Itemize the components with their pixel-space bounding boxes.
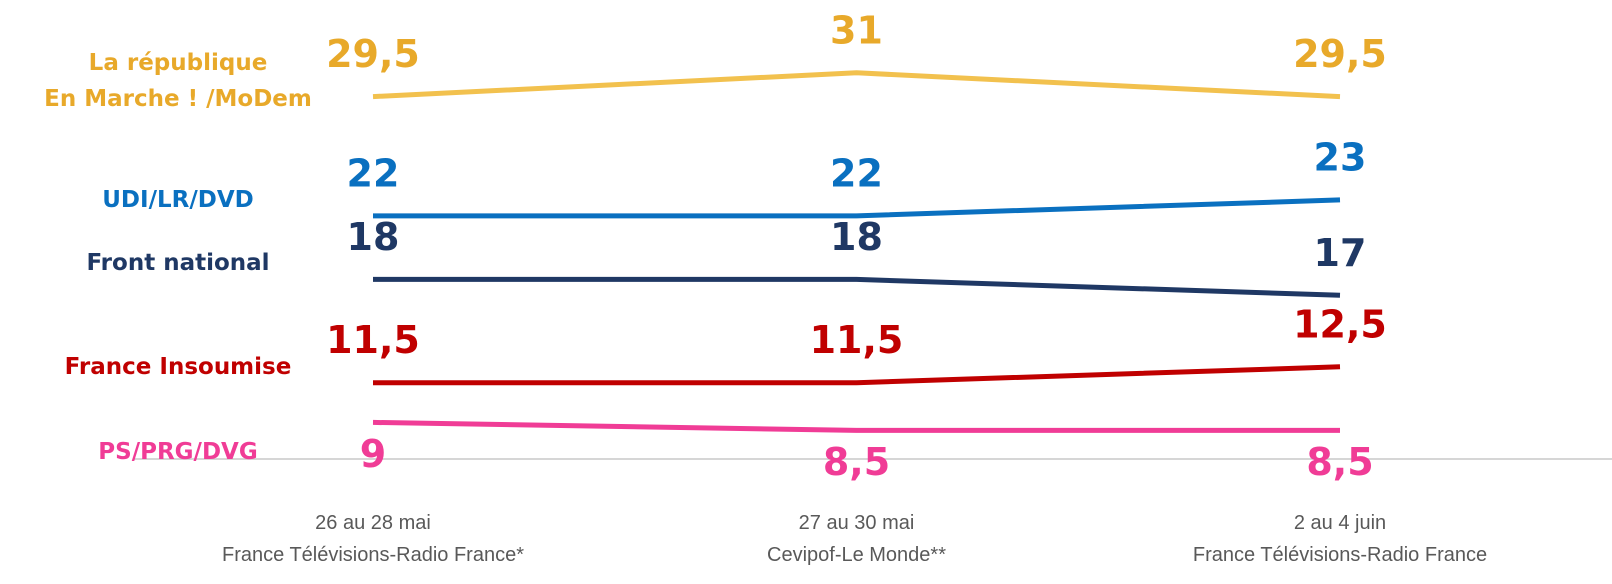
- value-label: 9: [360, 432, 386, 476]
- x-tick-label: 27 au 30 mai Cevipof-Le Monde**: [767, 512, 946, 566]
- x-tick-label: 2 au 4 juin France Télévisions-Radio Fra…: [1192, 512, 1488, 566]
- legend-label: France Insoumise: [64, 353, 292, 380]
- value-label: 18: [830, 215, 883, 259]
- value-label: 11,5: [810, 318, 904, 362]
- legend-label: La république En Marche ! /MoDem: [44, 49, 312, 112]
- value-label: 29,5: [326, 32, 420, 76]
- value-label: 22: [830, 151, 883, 195]
- line: [372, 70, 1341, 100]
- value-label: 11,5: [326, 318, 420, 362]
- value-label: 23: [1314, 135, 1367, 179]
- value-label: 12,5: [1293, 302, 1387, 346]
- value-label: 31: [830, 8, 883, 52]
- line: [373, 197, 1341, 219]
- line: [372, 419, 1340, 433]
- legend-label: UDI/LR/DVD: [102, 186, 254, 213]
- value-label: 17: [1314, 231, 1367, 275]
- legend-label: PS/PRG/DVG: [98, 439, 258, 466]
- line: [373, 364, 1341, 386]
- value-label: 18: [347, 215, 400, 259]
- value-label: 29,5: [1293, 32, 1387, 76]
- legend-label: Front national: [86, 250, 270, 277]
- value-label: 22: [347, 151, 400, 195]
- value-label: 8,5: [823, 440, 890, 484]
- line: [373, 276, 1341, 298]
- x-tick-label: 26 au 28 mai France Télévisions-Radio Fr…: [222, 512, 524, 566]
- value-label: 8,5: [1306, 440, 1373, 484]
